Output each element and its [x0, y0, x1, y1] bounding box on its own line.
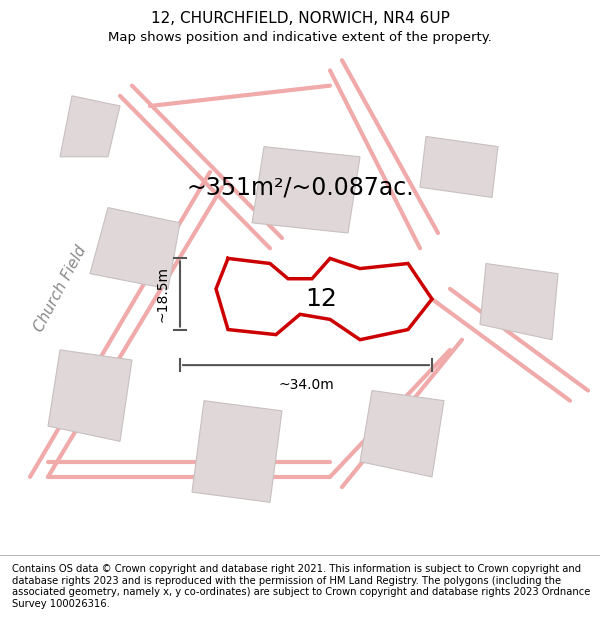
- Polygon shape: [420, 136, 498, 198]
- Polygon shape: [90, 208, 180, 289]
- Polygon shape: [48, 350, 132, 441]
- Text: 12: 12: [305, 287, 337, 311]
- Polygon shape: [60, 96, 120, 157]
- Text: ~351m²/~0.087ac.: ~351m²/~0.087ac.: [186, 175, 414, 199]
- Text: Church Field: Church Field: [31, 243, 89, 334]
- Text: Map shows position and indicative extent of the property.: Map shows position and indicative extent…: [108, 31, 492, 44]
- Polygon shape: [360, 391, 444, 477]
- Polygon shape: [480, 264, 558, 340]
- Text: ~34.0m: ~34.0m: [278, 379, 334, 392]
- Text: ~18.5m: ~18.5m: [155, 266, 169, 322]
- Text: Contains OS data © Crown copyright and database right 2021. This information is : Contains OS data © Crown copyright and d…: [12, 564, 590, 609]
- Polygon shape: [252, 147, 360, 233]
- Polygon shape: [192, 401, 282, 502]
- Polygon shape: [216, 258, 432, 340]
- Text: 12, CHURCHFIELD, NORWICH, NR4 6UP: 12, CHURCHFIELD, NORWICH, NR4 6UP: [151, 11, 449, 26]
